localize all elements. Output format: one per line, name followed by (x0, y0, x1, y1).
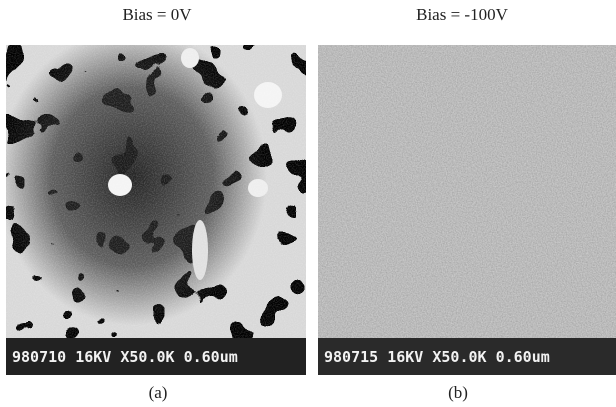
sem-image: 980710 16KV X50.0K 0.60um (6, 45, 306, 375)
panel-caption: (b) (448, 383, 468, 402)
sem-label: 980710 16KV X50.0K 0.60um (12, 348, 238, 366)
sem-label: 980715 16KV X50.0K 0.60um (324, 348, 550, 366)
sem-image: 980715 16KV X50.0K 0.60um (318, 45, 616, 375)
panel-caption: (a) (149, 383, 168, 402)
panel-title: Bias = -100V (416, 5, 508, 24)
figure: Bias = 0V 980710 16KV X50.0K 0.60um (a) … (0, 0, 616, 407)
panel-title: Bias = 0V (122, 5, 192, 24)
